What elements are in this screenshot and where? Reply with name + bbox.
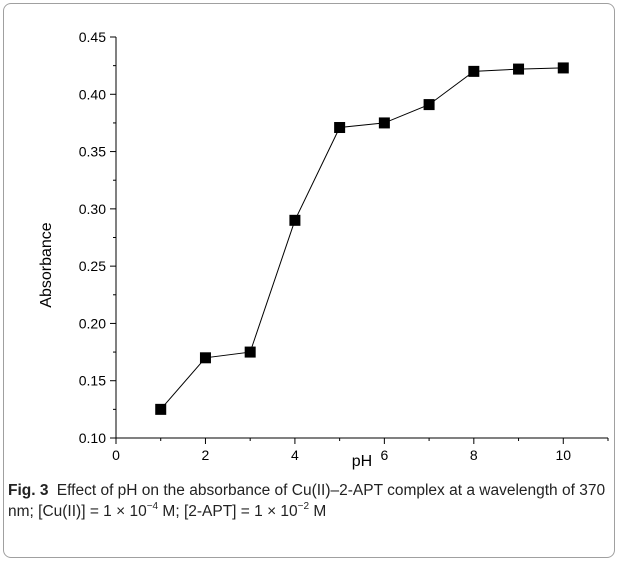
x-tick-label: 0 xyxy=(112,447,120,463)
y-tick-label: 0.15 xyxy=(79,373,106,389)
x-tick-label: 8 xyxy=(470,447,478,463)
data-point xyxy=(423,99,435,111)
chart-series xyxy=(155,62,569,415)
data-point xyxy=(199,352,211,364)
x-tick-label: 2 xyxy=(202,447,210,463)
figure-label: Fig. 3 xyxy=(8,482,49,499)
caption-exponent-2: −2 xyxy=(297,500,310,512)
y-tick-label: 0.20 xyxy=(79,315,106,331)
y-tick-label: 0.40 xyxy=(79,86,106,102)
caption-exponent-1: −4 xyxy=(146,500,159,512)
y-tick-label: 0.25 xyxy=(79,258,106,274)
chart-ticks: 0 2 4 6 8 10 0.10 0.15 0.20 0.25 0.30 0.35 0.40 0.45 xyxy=(79,29,609,463)
figure-frame xyxy=(3,3,615,558)
data-point xyxy=(378,117,390,129)
y-tick-label: 0.35 xyxy=(79,144,106,160)
data-point xyxy=(334,122,346,134)
data-point xyxy=(513,63,525,75)
y-tick-label: 0.30 xyxy=(79,201,106,217)
caption-text-3: M xyxy=(309,503,327,520)
data-point xyxy=(468,65,480,77)
y-axis-label: Absorbance xyxy=(38,222,55,307)
absorbance-chart: 0 2 4 6 8 100.100.150.200.250.300.350.400.45 … xyxy=(38,29,609,470)
series-line xyxy=(160,67,564,410)
caption-text-1: Effect of pH on the absorbance of Cu(II)… xyxy=(8,482,606,520)
chart-axes xyxy=(115,37,608,439)
x-tick-label: 10 xyxy=(555,447,571,463)
caption-text-2: M; [2-APT] = 1 × 10 xyxy=(158,503,298,520)
data-point xyxy=(155,403,167,415)
x-tick-label: 4 xyxy=(291,447,299,463)
x-tick-label: 6 xyxy=(380,447,388,463)
y-tick-label: 0.10 xyxy=(79,430,106,446)
data-point xyxy=(557,62,569,74)
figure-caption: Fig. 3 Effect of pH on the absorbance of… xyxy=(8,480,613,522)
data-point xyxy=(289,214,301,226)
x-axis-label: pH xyxy=(352,453,372,470)
data-point xyxy=(244,346,256,358)
y-tick-label: 0.45 xyxy=(79,29,106,45)
